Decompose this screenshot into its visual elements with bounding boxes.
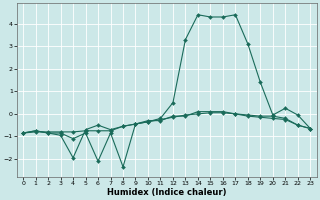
X-axis label: Humidex (Indice chaleur): Humidex (Indice chaleur) — [107, 188, 227, 197]
